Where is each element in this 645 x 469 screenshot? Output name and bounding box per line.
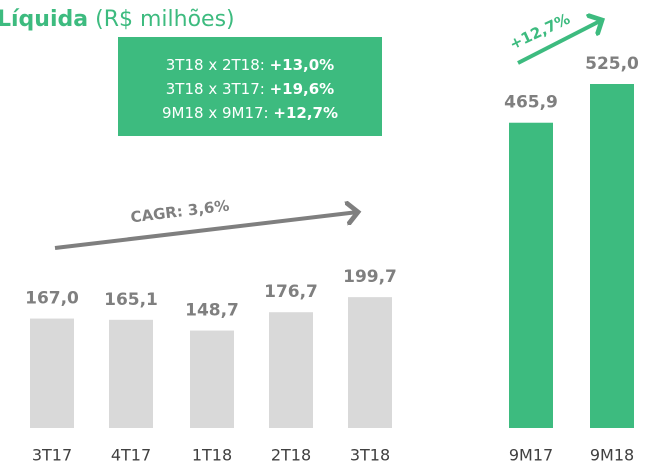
x-tick-label: 4T17 — [111, 446, 151, 465]
value-label: 165,1 — [104, 290, 158, 310]
bar — [509, 122, 553, 428]
bar — [269, 312, 313, 428]
comparison-box — [118, 37, 382, 136]
growth-label: +12,7% — [507, 10, 573, 54]
value-label: 148,7 — [185, 301, 239, 321]
comparison-value: +12,7% — [273, 104, 338, 122]
comparison-line: 3T18 x 2T18: +13,0% — [166, 56, 334, 74]
comparison-label: 3T18 x 3T17: — [166, 80, 265, 98]
value-label: 199,7 — [343, 267, 397, 287]
bar — [30, 318, 74, 428]
x-tick-label: 2T18 — [271, 446, 311, 465]
x-tick-label: 1T18 — [192, 446, 232, 465]
bar — [109, 319, 153, 428]
cagr-label: CAGR: 3,6% — [130, 197, 231, 227]
comparison-label: 9M18 x 9M17: — [162, 104, 269, 122]
comparison-value: +19,6% — [270, 80, 335, 98]
x-tick-label: 3T17 — [32, 446, 72, 465]
value-label: 525,0 — [585, 54, 639, 74]
x-tick-label: 9M17 — [509, 446, 553, 465]
comparison-line: 3T18 x 3T17: +19,6% — [166, 80, 334, 98]
value-label: 176,7 — [264, 282, 318, 302]
x-tick-label: 9M18 — [590, 446, 634, 465]
comparison-value: +13,0% — [270, 56, 335, 74]
value-label: 167,0 — [25, 289, 79, 309]
bar — [348, 297, 392, 428]
x-tick-label: 3T18 — [350, 446, 390, 465]
title-unit: (R$ milhões) — [95, 7, 235, 32]
bar — [590, 84, 634, 428]
growth-arrow — [517, 20, 602, 65]
bar — [190, 330, 234, 428]
title-main: Líquida — [0, 7, 88, 32]
chart-title: Líquida (R$ milhões) — [0, 7, 235, 32]
comparison-label: 3T18 x 2T18: — [166, 56, 265, 74]
value-label: 465,9 — [504, 93, 558, 113]
comparison-line: 9M18 x 9M17: +12,7% — [162, 104, 338, 122]
cagr-arrow — [54, 212, 358, 250]
